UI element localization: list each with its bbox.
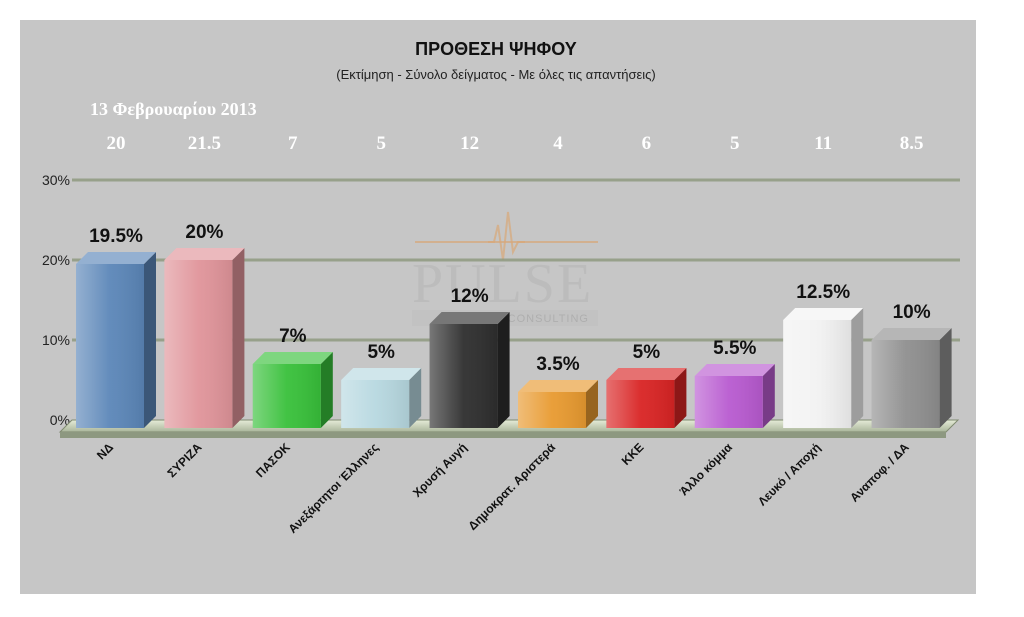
- watermark-logo: PULSE BUSINESS CONSULTING: [412, 212, 598, 326]
- watermark-name: PULSE: [412, 253, 593, 315]
- data-label: 5%: [633, 342, 661, 363]
- y-axis-ticks: 0%10%20%30%: [42, 172, 70, 428]
- y-tick-label: 20%: [42, 252, 70, 268]
- bar-top: [518, 380, 598, 392]
- previous-poll-value: 20: [107, 133, 126, 154]
- chart-svg: PULSE BUSINESS CONSULTING ΠΡΟΘΕΣΗ ΨΗΦΟΥ …: [20, 20, 976, 594]
- category-label: Χρυσή Αυγή: [410, 440, 470, 500]
- previous-poll-value: 21.5: [188, 133, 221, 154]
- bar-top: [872, 328, 952, 340]
- data-label: 20%: [185, 222, 223, 243]
- bar-shine: [783, 320, 851, 428]
- category-label: Λευκό / Αποχή: [755, 440, 823, 508]
- previous-poll-value: 7: [288, 133, 298, 154]
- bar: [695, 364, 775, 428]
- bar-shine: [341, 380, 409, 428]
- bar-side: [498, 312, 510, 428]
- y-tick-label: 30%: [42, 172, 70, 188]
- category-label: Δημοκρατ. Αριστερά: [465, 440, 558, 533]
- bar-side: [144, 252, 156, 428]
- bar-shine: [430, 324, 498, 428]
- category-label: Ανεξάρτητοι Έλληνες: [286, 440, 382, 536]
- previous-poll-value: 5: [730, 133, 740, 154]
- previous-poll-value: 6: [642, 133, 652, 154]
- bar-side: [940, 328, 952, 428]
- bar: [430, 312, 510, 428]
- previous-poll-value: 5: [376, 133, 386, 154]
- bar-top: [253, 352, 333, 364]
- category-label: ΠΑΣΟΚ: [253, 440, 293, 480]
- bar-shine: [253, 364, 321, 428]
- bar-top: [783, 308, 863, 320]
- bar: [76, 252, 156, 428]
- bar-shine: [164, 260, 232, 428]
- previous-poll-value: 11: [814, 133, 832, 154]
- data-label: 12%: [451, 286, 489, 307]
- bar-side: [321, 352, 333, 428]
- bar-side: [851, 308, 863, 428]
- previous-poll-values: 20 21.5 7 5 12 4 6 5 11 8.5: [107, 133, 924, 154]
- data-label: 10%: [893, 302, 931, 323]
- category-label: ΣΥΡΙΖΑ: [165, 440, 205, 480]
- chart-panel: PULSE BUSINESS CONSULTING ΠΡΟΘΕΣΗ ΨΗΦΟΥ …: [20, 20, 976, 594]
- data-label: 7%: [279, 326, 307, 347]
- chart-title: ΠΡΟΘΕΣΗ ΨΗΦΟΥ: [415, 39, 577, 59]
- data-label: 19.5%: [89, 226, 143, 247]
- bar-top: [164, 248, 244, 260]
- data-label: 3.5%: [536, 354, 579, 375]
- bar-side: [232, 248, 244, 428]
- category-label: ΝΔ: [94, 440, 116, 462]
- previous-poll-date: 13 Φεβρουαρίου 2013: [90, 99, 257, 119]
- bar-shine: [518, 392, 586, 428]
- bar: [341, 368, 421, 428]
- bar: [872, 328, 952, 428]
- bar-top: [430, 312, 510, 324]
- bar-top: [606, 368, 686, 380]
- bar-top: [695, 364, 775, 376]
- data-label: 5%: [367, 342, 395, 363]
- floor-front: [60, 432, 946, 438]
- previous-poll-value: 4: [553, 133, 563, 154]
- data-label: 5.5%: [713, 338, 756, 359]
- data-label: 12.5%: [796, 282, 850, 303]
- bar: [518, 380, 598, 428]
- bar: [164, 248, 244, 428]
- bar-shine: [695, 376, 763, 428]
- category-label: Άλλο κόμμα: [677, 440, 736, 499]
- bar-shine: [872, 340, 940, 428]
- y-tick-label: 10%: [42, 332, 70, 348]
- category-label: ΚΚΕ: [619, 440, 647, 468]
- bar-top: [76, 252, 156, 264]
- bar: [606, 368, 686, 428]
- bar: [783, 308, 863, 428]
- previous-poll-value: 12: [460, 133, 479, 154]
- chart-subtitle: (Εκτίμηση - Σύνολο δείγματος - Με όλες τ…: [336, 67, 656, 82]
- category-label: Αναποφ. / ΔΑ: [847, 440, 912, 505]
- bar-shine: [606, 380, 674, 428]
- previous-poll-value: 8.5: [900, 133, 924, 154]
- bar-shine: [76, 264, 144, 428]
- bar-top: [341, 368, 421, 380]
- bar: [253, 352, 333, 428]
